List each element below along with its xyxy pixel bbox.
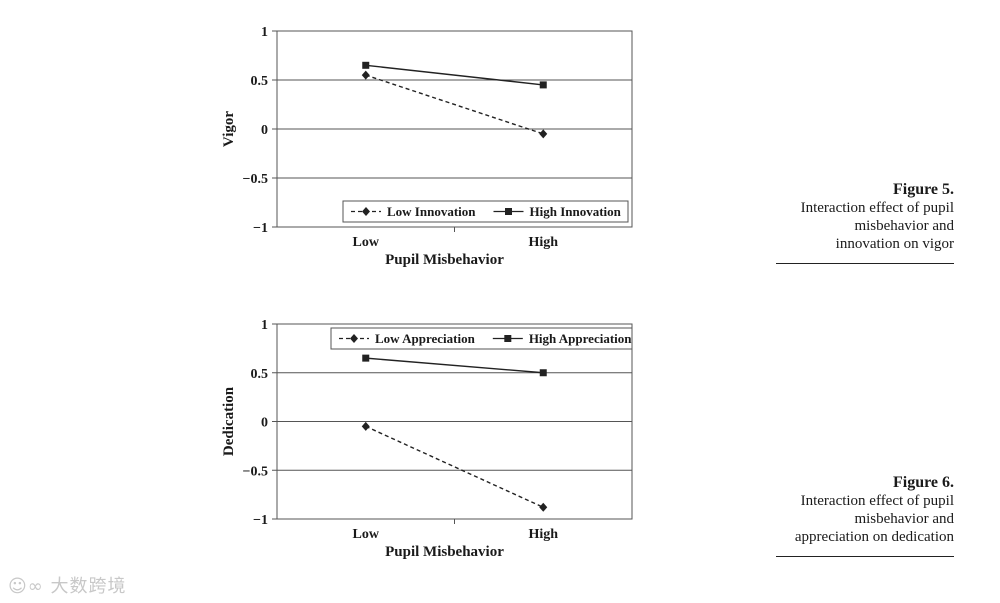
y-tick-label: 1 <box>261 25 268 40</box>
caption-line: Interaction effect of pupil <box>800 493 954 509</box>
y-tick-label: 0 <box>261 123 268 138</box>
caption-line: appreciation on dedication <box>794 529 954 545</box>
x-tick-label: High <box>528 235 558 250</box>
series-line <box>365 74 544 135</box>
legend-label: Low Innovation <box>387 204 476 219</box>
y-tick-label: 1 <box>261 318 268 333</box>
legend-swatch-marker <box>362 207 370 216</box>
caption-line: innovation on vigor <box>835 236 954 252</box>
data-point <box>539 81 547 89</box>
data-point <box>362 61 370 69</box>
legend-box <box>330 327 633 350</box>
caption-divider <box>776 263 954 264</box>
series-line <box>365 64 544 86</box>
y-tick-label: −0.5 <box>243 464 268 479</box>
y-tick-label: 0.5 <box>251 367 269 382</box>
x-tick-label: Low <box>353 527 380 542</box>
caption-label: Figure 6. <box>892 474 954 491</box>
x-axis-title: Pupil Misbehavior <box>385 252 504 268</box>
x-tick-label: Low <box>353 235 380 250</box>
y-tick-label: −1 <box>253 221 268 236</box>
y-tick-label: 0 <box>261 416 268 431</box>
caption-figure-6: Figure 6. Interaction effect of pupil mi… <box>754 474 954 557</box>
data-point <box>361 421 370 431</box>
y-tick-label: 0.5 <box>251 74 269 89</box>
chart-figure-5: 1 0.5 0 −0.5 −1 Low High Pupil Misbehavior Vigor… <box>221 25 633 268</box>
legend-box <box>342 200 629 223</box>
caption-line: misbehavior and <box>854 218 954 234</box>
data-point <box>539 369 547 377</box>
watermark-logo: ☺∞ 大数跨境 <box>8 572 127 598</box>
y-tick-label: −0.5 <box>243 172 268 187</box>
legend-label: Low Appreciation <box>375 331 476 346</box>
x-tick-label: High <box>528 527 558 542</box>
y-axis-title: Dedication <box>221 386 237 456</box>
legend-swatch-marker <box>504 335 512 342</box>
legend-label: High Appreciation <box>529 331 632 346</box>
y-tick-label: −1 <box>253 513 268 528</box>
data-point <box>361 70 370 80</box>
y-axis-title: Vigor <box>221 111 237 147</box>
caption-figure-5: Figure 5. Interaction effect of pupil mi… <box>754 181 954 264</box>
legend-label: High Innovation <box>530 204 622 219</box>
data-point <box>539 502 548 512</box>
caption-line: Interaction effect of pupil <box>800 200 954 216</box>
watermark-icon: ☺∞ <box>8 576 44 597</box>
watermark-text: 大数跨境 <box>50 576 127 597</box>
series-line <box>365 357 544 374</box>
series-line <box>365 425 544 508</box>
data-point <box>362 354 370 362</box>
caption-line: misbehavior and <box>854 511 954 527</box>
x-axis-title: Pupil Misbehavior <box>385 544 504 560</box>
caption-label: Figure 5. <box>892 181 954 198</box>
legend-swatch-marker <box>350 334 358 343</box>
caption-divider <box>776 556 954 557</box>
data-point <box>539 129 548 139</box>
legend-swatch-marker <box>505 208 512 215</box>
